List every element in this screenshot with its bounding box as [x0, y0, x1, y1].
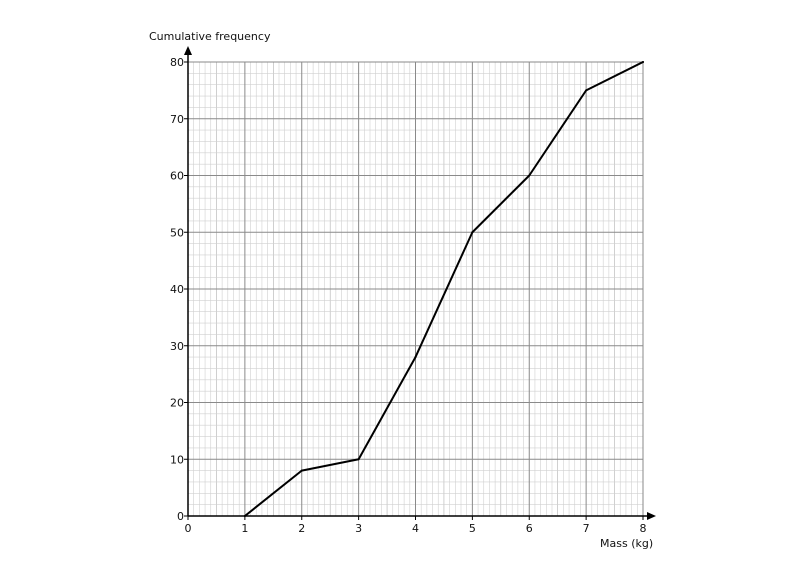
axes: [184, 46, 656, 520]
y-tick-label: 20: [170, 397, 184, 410]
y-tick-label: 50: [170, 226, 184, 239]
y-axis-arrow: [184, 46, 192, 55]
data-point: [300, 469, 303, 472]
x-tick-label: 5: [469, 522, 476, 535]
x-tick-label: 1: [241, 522, 248, 535]
x-tick-label: 3: [355, 522, 362, 535]
y-axis-label: Cumulative frequency: [149, 30, 271, 43]
y-tick-label: 40: [170, 283, 184, 296]
x-tick-label: 0: [185, 522, 192, 535]
y-tick-label: 60: [170, 170, 184, 183]
x-tick-label: 2: [298, 522, 305, 535]
x-axis-label: Mass (kg): [600, 537, 653, 550]
y-tick-label: 0: [177, 510, 184, 523]
data-point: [642, 61, 644, 63]
x-tick-label: 6: [526, 522, 533, 535]
y-tick-label: 30: [170, 340, 184, 353]
data-point: [528, 174, 531, 177]
cumulative-frequency-line: [243, 61, 644, 517]
data-point: [414, 356, 417, 359]
x-tick-label: 8: [640, 522, 647, 535]
x-tick-label: 7: [583, 522, 590, 535]
y-tick-label: 10: [170, 453, 184, 466]
data-point: [585, 89, 588, 92]
y-tick-label: 70: [170, 113, 184, 126]
data-point: [471, 231, 474, 234]
data-point: [243, 515, 246, 517]
y-tick-label: 80: [170, 56, 184, 69]
x-tick-label: 4: [412, 522, 419, 535]
series: [243, 61, 644, 517]
x-axis-arrow: [647, 512, 656, 520]
data-point: [357, 458, 360, 461]
